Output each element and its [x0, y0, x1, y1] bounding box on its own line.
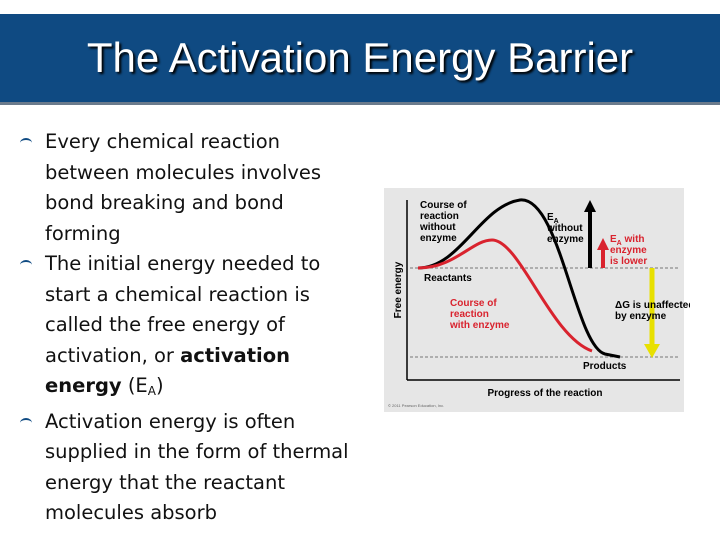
bullet-text: Every chemical reaction between molecule… [45, 130, 322, 245]
arrowhead [644, 344, 660, 358]
figure-label: Course of [450, 298, 497, 309]
curve-no-enzyme [417, 198, 621, 359]
y-axis-label: Free energy [393, 261, 404, 318]
bullet: Every chemical reaction between molecule… [18, 127, 358, 249]
label-part: E [547, 212, 554, 223]
bullet-text: activation energy [45, 343, 291, 398]
figure-label: enzyme [610, 245, 647, 256]
bullet-text: A [147, 384, 156, 398]
bullet-text: Activation energy is often supplied in t… [45, 409, 349, 525]
bullet: The initial energy needed to start a che… [18, 249, 358, 407]
header: The Activation Energy Barrier [0, 14, 720, 105]
curve-enzyme [417, 238, 593, 353]
label-part: A [617, 240, 622, 247]
bullet: Activation energy is often supplied in t… [18, 407, 358, 529]
bullet-list: Every chemical reaction between molecule… [18, 127, 358, 529]
energy-diagram: Free energy Progress of the reaction Rea… [384, 188, 690, 412]
figure-label: EA [547, 212, 559, 225]
figure-label: reaction [420, 211, 459, 222]
figure-label: enzyme [547, 234, 584, 245]
arrowhead [584, 200, 596, 212]
figure-label: by enzyme [615, 311, 667, 322]
figure-label: EA with [610, 234, 645, 247]
figure-label: enzyme [420, 233, 457, 244]
figure-label: ΔG is unaffected [615, 300, 690, 311]
title: The Activation Energy Barrier [86, 34, 634, 81]
figure-label: is lower [610, 256, 647, 267]
figure-label: without [546, 223, 583, 234]
products-label: Products [583, 361, 627, 372]
x-axis-label: Progress of the reaction [487, 388, 602, 399]
reactants-label: Reactants [424, 273, 472, 284]
label-part: with [622, 234, 645, 245]
label-part: E [610, 234, 617, 245]
figure-label: Course of [420, 200, 467, 211]
figure-label: reaction [450, 309, 489, 320]
figure-bg [384, 188, 684, 412]
label-part: A [554, 218, 559, 225]
figure-label: with enzyme [449, 320, 510, 331]
credit: © 2011 Pearson Education, Inc. [388, 403, 444, 408]
bullet-text: ) [155, 374, 164, 397]
figure-label: without [419, 222, 456, 233]
bullet-text: (E [121, 374, 148, 397]
bullet-text: The initial energy needed to start a che… [45, 252, 321, 367]
arrowhead [597, 238, 609, 250]
